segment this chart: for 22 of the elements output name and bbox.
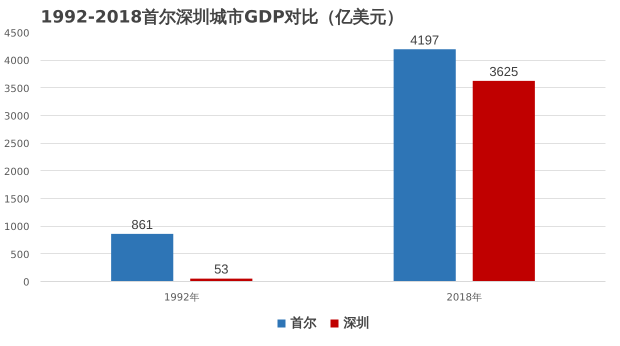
data-label: 4197 bbox=[410, 32, 440, 48]
y-tick-label: 4000 bbox=[4, 56, 30, 68]
y-tick-label: 2000 bbox=[4, 166, 30, 178]
bar bbox=[394, 49, 456, 282]
bar bbox=[111, 234, 174, 282]
data-label: 861 bbox=[131, 216, 154, 232]
y-tick-label: 3500 bbox=[4, 84, 30, 95]
x-tick-label: 2018年 bbox=[446, 292, 482, 304]
data-label: 53 bbox=[214, 262, 229, 277]
data-label: 3625 bbox=[489, 64, 518, 79]
y-tick-label: 1500 bbox=[4, 194, 30, 206]
legend-label: 首尔 bbox=[290, 315, 316, 332]
y-tick-label: 4500 bbox=[4, 28, 30, 40]
y-tick-label: 2500 bbox=[4, 139, 30, 150]
x-tick-label: 1992年 bbox=[164, 292, 200, 304]
chart-title: 1992-2018首尔深圳城市GDP对比（亿美元） bbox=[40, 8, 404, 28]
y-tick-label: 1000 bbox=[4, 222, 30, 234]
y-tick-label: 500 bbox=[10, 250, 30, 261]
bar bbox=[472, 80, 535, 282]
legend-label: 深圳 bbox=[344, 315, 370, 332]
y-tick-label: 0 bbox=[23, 278, 30, 288]
y-tick-label: 3000 bbox=[4, 112, 30, 122]
